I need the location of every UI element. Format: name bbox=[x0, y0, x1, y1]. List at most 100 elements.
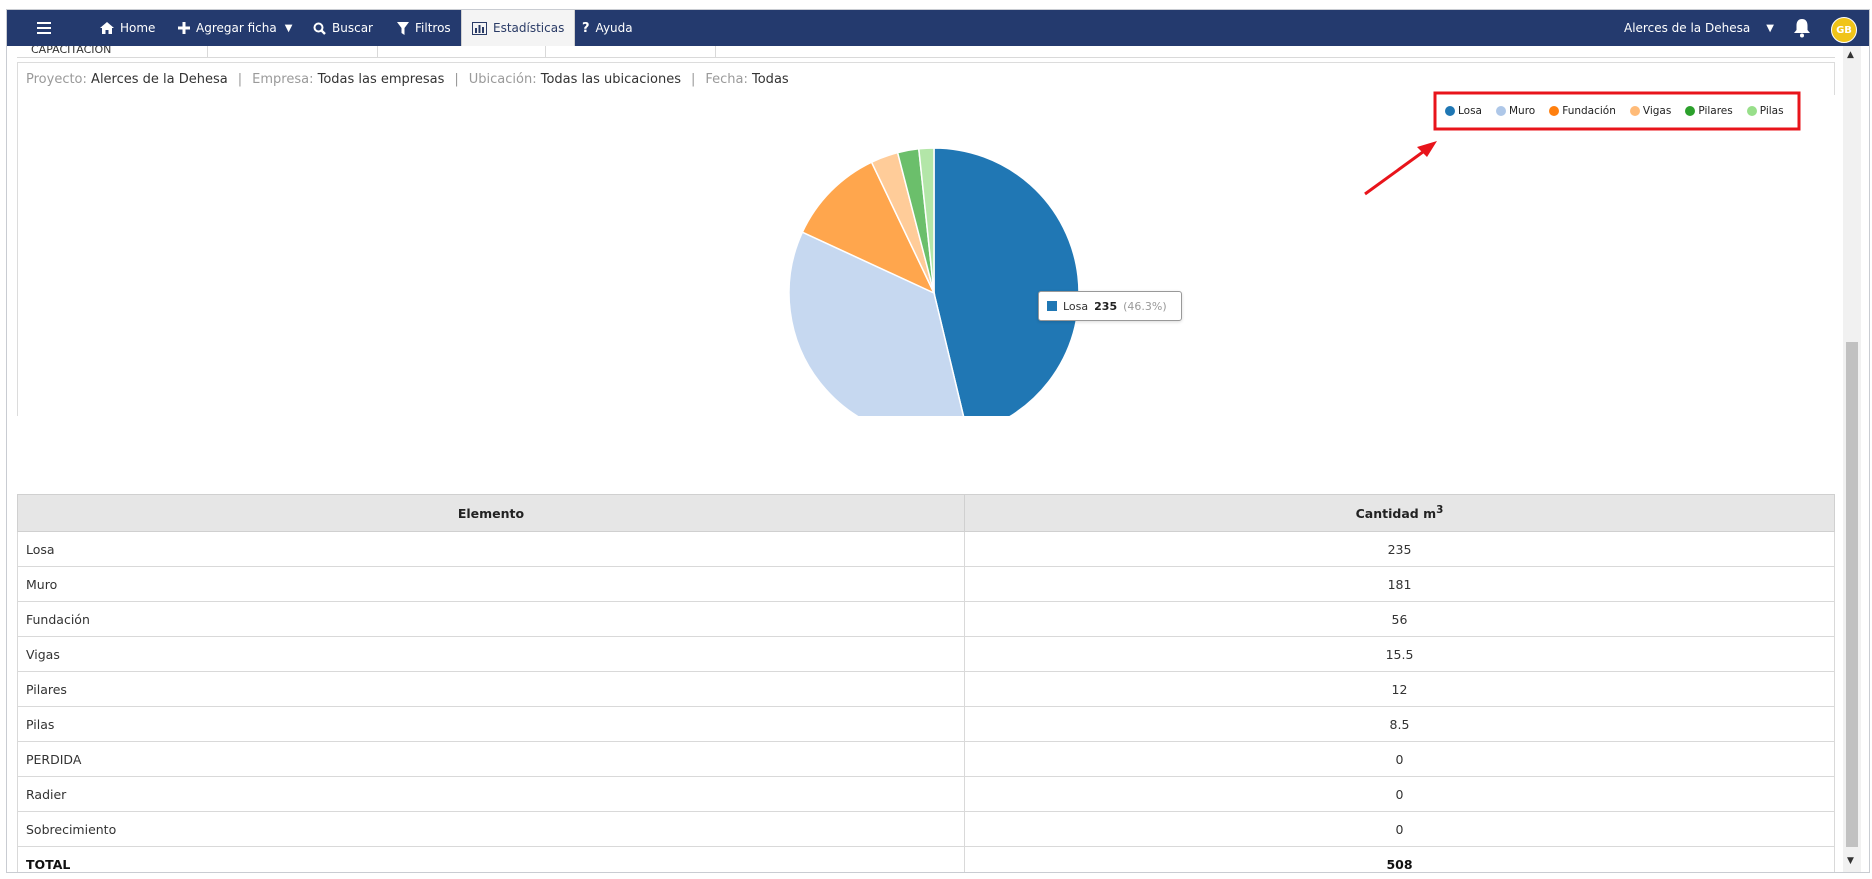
table-row: Radier 0 bbox=[17, 776, 1835, 812]
plus-icon bbox=[178, 22, 190, 34]
quantity-cell: 12 bbox=[964, 671, 1835, 707]
legend-item-vigas[interactable]: Vigas bbox=[1629, 105, 1671, 117]
pie-slice-muro[interactable] bbox=[788, 231, 968, 416]
home-icon bbox=[100, 22, 114, 34]
table-row: PERDIDA 0 bbox=[17, 741, 1835, 777]
legend-dot-icon bbox=[1629, 106, 1640, 116]
nav-help[interactable]: ? Ayuda bbox=[582, 10, 633, 46]
location-filter-value: Todas las ubicaciones bbox=[540, 71, 681, 87]
table-body: Losa 235 Muro 181 Fundación 56 Vigas 15.5 Pilare… bbox=[17, 531, 1835, 872]
legend-dot-icon bbox=[1445, 106, 1455, 116]
date-filter-label: Fecha: bbox=[705, 71, 748, 87]
pie-chart bbox=[788, 147, 1080, 416]
quantity-table: Elemento Cantidad m3 Losa 235 Muro 181 Funda… bbox=[17, 494, 1835, 872]
total-label-cell: TOTAL bbox=[17, 846, 965, 872]
table-row: Vigas 15.5 bbox=[17, 636, 1835, 672]
legend-item-fundación[interactable]: Fundación bbox=[1549, 105, 1616, 117]
element-cell: Vigas bbox=[17, 636, 965, 672]
scroll-up-arrow-icon[interactable]: ▲ bbox=[1847, 50, 1854, 60]
table-row: Muro 181 bbox=[17, 566, 1835, 602]
notifications-button[interactable] bbox=[1793, 10, 1811, 46]
legend-dot-icon bbox=[1496, 106, 1506, 116]
nav-search[interactable]: Buscar bbox=[313, 10, 373, 46]
quantity-cell: 0 bbox=[964, 741, 1835, 777]
column-header-element: Elemento bbox=[17, 494, 965, 532]
element-cell: PERDIDA bbox=[17, 741, 965, 777]
date-filter-value: Todas bbox=[752, 71, 789, 87]
element-cell: Sobrecimiento bbox=[17, 811, 965, 847]
filter-separator: | bbox=[454, 71, 459, 87]
project-filter-value: Alerces de la Dehesa bbox=[91, 71, 228, 87]
pie-slice-fundación[interactable] bbox=[801, 161, 936, 295]
quantity-cell: 15.5 bbox=[964, 636, 1835, 672]
bell-icon bbox=[1794, 18, 1810, 37]
company-filter-value: Todas las empresas bbox=[317, 71, 445, 87]
table-row: Pilares 12 bbox=[17, 671, 1835, 707]
nav-help-label: Ayuda bbox=[595, 21, 633, 35]
legend-dot-icon bbox=[1746, 106, 1757, 116]
scrollbar-thumb[interactable] bbox=[1846, 342, 1858, 847]
project-selector-dropdown[interactable]: Alerces de la Dehesa ▼ bbox=[1624, 10, 1774, 46]
nav-filters[interactable]: Filtros bbox=[397, 10, 451, 46]
unit-superscript: 3 bbox=[1436, 504, 1444, 517]
table-row: Sobrecimiento 0 bbox=[17, 811, 1835, 847]
search-icon bbox=[313, 22, 326, 35]
table-header-row: Elemento Cantidad m3 bbox=[17, 494, 1835, 532]
tooltip-label: Losa bbox=[1063, 299, 1089, 313]
top-navbar: Home Agregar ficha ▼ Buscar Filtros Esta… bbox=[7, 10, 1869, 46]
company-filter-label: Empresa: bbox=[252, 71, 314, 87]
element-cell: Losa bbox=[17, 531, 965, 567]
table-total-row: TOTAL 508 bbox=[17, 846, 1835, 872]
user-avatar[interactable]: GB bbox=[1831, 17, 1857, 43]
caret-down-icon: ▼ bbox=[284, 22, 293, 34]
legend-label: Pilares bbox=[1698, 105, 1733, 117]
app-window: Home Agregar ficha ▼ Buscar Filtros Esta… bbox=[6, 9, 1870, 873]
element-cell: Muro bbox=[17, 566, 965, 602]
statistics-content: CAPACITACION Proyecto: Alerces de la Deh… bbox=[7, 46, 1835, 872]
element-cell: Radier bbox=[17, 776, 965, 812]
active-filters-bar: Proyecto: Alerces de la Dehesa | Empresa… bbox=[17, 62, 1835, 96]
element-cell: Fundación bbox=[17, 601, 965, 637]
nav-home[interactable]: Home bbox=[100, 10, 155, 46]
pie-slice-losa[interactable] bbox=[933, 147, 1080, 416]
legend-item-muro[interactable]: Muro bbox=[1496, 105, 1535, 117]
quantity-cell: 181 bbox=[964, 566, 1835, 602]
nav-add-record-label: Agregar ficha bbox=[196, 21, 277, 35]
table-row: Losa 235 bbox=[17, 531, 1835, 567]
previous-section-cut-row: CAPACITACION bbox=[17, 46, 1835, 58]
nav-statistics-tab[interactable]: Estadísticas bbox=[461, 10, 576, 46]
vertical-scrollbar[interactable]: ▲ ▼ bbox=[1843, 46, 1861, 872]
legend-dot-icon bbox=[1685, 106, 1696, 116]
legend-item-losa[interactable]: Losa bbox=[1445, 105, 1482, 117]
chart-legend: Losa Muro Fundación Vigas Pilares Pilas bbox=[1435, 94, 1799, 128]
quantity-cell: 0 bbox=[964, 776, 1835, 812]
table-row: Fundación 56 bbox=[17, 601, 1835, 637]
scroll-down-arrow-icon[interactable]: ▼ bbox=[1847, 856, 1854, 866]
caret-down-icon: ▼ bbox=[1766, 22, 1774, 34]
column-header-quantity: Cantidad m3 bbox=[964, 494, 1835, 532]
legend-label: Pilas bbox=[1759, 105, 1784, 117]
project-filter-label: Proyecto: bbox=[26, 71, 87, 87]
legend-item-pilares[interactable]: Pilares bbox=[1685, 105, 1733, 117]
cut-row-label: CAPACITACION bbox=[31, 46, 112, 56]
nav-statistics-label: Estadísticas bbox=[493, 21, 565, 35]
nav-filters-label: Filtros bbox=[415, 21, 451, 35]
location-filter-label: Ubicación: bbox=[468, 71, 537, 87]
legend-item-pilas[interactable]: Pilas bbox=[1746, 105, 1784, 117]
nav-add-record[interactable]: Agregar ficha ▼ bbox=[178, 10, 292, 46]
avatar-initials: GB bbox=[1836, 24, 1852, 36]
filter-icon bbox=[397, 21, 409, 35]
tooltip-percent: (46.3%) bbox=[1123, 299, 1167, 313]
quantity-header-label: Cantidad m bbox=[1355, 506, 1437, 522]
legend-label: Fundación bbox=[1562, 105, 1616, 117]
pie-slice-pilas[interactable] bbox=[917, 147, 935, 294]
question-icon: ? bbox=[582, 20, 590, 36]
total-value-cell: 508 bbox=[964, 846, 1835, 872]
hamburger-menu-button[interactable] bbox=[37, 10, 51, 46]
legend-label: Losa bbox=[1458, 105, 1482, 117]
quantity-cell: 0 bbox=[964, 811, 1835, 847]
legend-dot-icon bbox=[1549, 106, 1560, 116]
tooltip-value: 235 bbox=[1094, 299, 1118, 313]
hamburger-icon bbox=[37, 22, 51, 34]
quantity-cell: 235 bbox=[964, 531, 1835, 567]
